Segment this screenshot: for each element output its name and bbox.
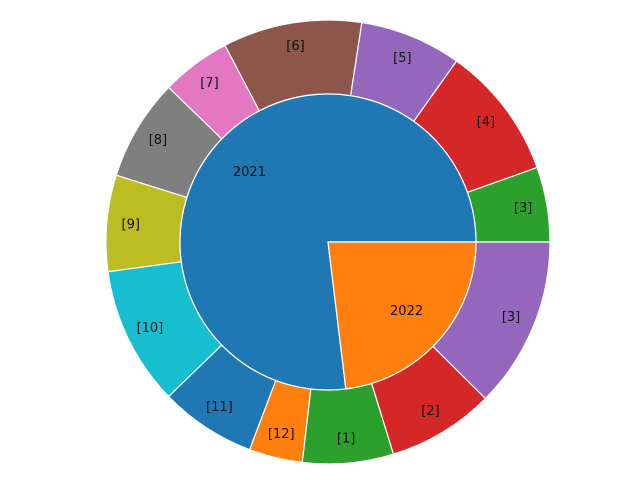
outer-label-6: [9] <box>122 218 140 233</box>
outer-label-9: [12] <box>268 427 295 442</box>
inner-label-0: 2021 <box>233 165 266 180</box>
slice-labels: [3] [4] [5] [6] [7] [8] [9] [10] [11] [12] [1] [2] [… <box>122 39 533 446</box>
outer-label-4: [7] <box>200 76 218 91</box>
inner-ring <box>179 93 477 391</box>
outer-label-0: [3] <box>514 201 532 216</box>
inner-label-1: 2022 <box>390 304 423 319</box>
outer-label-11: [2] <box>421 404 439 419</box>
outer-label-2: [5] <box>393 51 411 66</box>
outer-label-8: [11] <box>206 400 233 415</box>
outer-label-5: [8] <box>149 133 167 148</box>
inner-slice-1 <box>327 241 477 390</box>
outer-label-3: [6] <box>286 39 304 54</box>
outer-label-12: [3] <box>502 310 520 325</box>
outer-label-7: [10] <box>137 321 164 336</box>
outer-ring <box>105 19 551 465</box>
outer-label-1: [4] <box>477 115 495 130</box>
outer-label-10: [1] <box>337 432 355 447</box>
